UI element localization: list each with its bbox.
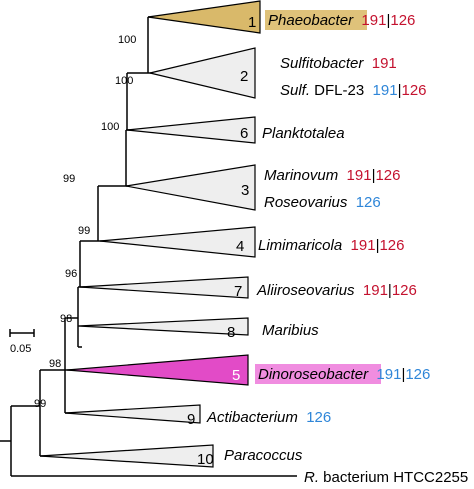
- clade-number: 4: [236, 238, 244, 255]
- label-part: 191: [372, 55, 397, 72]
- clade-number: 6: [240, 125, 248, 142]
- clade-label: Sulf. DFL-23 191|126: [280, 82, 427, 99]
- label-highlight-box: [255, 364, 381, 384]
- label-part: [368, 366, 376, 383]
- clade-label: Phaeobacter 191|126: [268, 12, 415, 29]
- clade-number: 7: [234, 283, 242, 300]
- clade-triangle-6: [126, 116, 256, 144]
- clade-label: Marinovum 191|126: [264, 167, 401, 184]
- clade-label: Maribius: [262, 322, 319, 339]
- label-part: Dinoroseobacter: [258, 366, 369, 383]
- label-part: 126: [392, 282, 417, 299]
- label-part: 191: [361, 12, 386, 29]
- outgroup-label: R. bacterium HTCC2255: [304, 469, 468, 486]
- bootstrap-value: 98: [60, 313, 72, 325]
- label-part: 191: [347, 167, 372, 184]
- label-part: 191: [363, 282, 388, 299]
- bootstrap-value: 99: [63, 173, 75, 185]
- label-part: 126: [379, 237, 404, 254]
- label-part: Maribius: [262, 322, 319, 339]
- clade-triangle-10: [39, 444, 214, 468]
- label-part: 126: [375, 167, 400, 184]
- bootstrap-value: 99: [34, 398, 46, 410]
- label-part: Paracoccus: [224, 447, 303, 464]
- label-part: 126: [405, 366, 430, 383]
- label-part: |: [376, 237, 380, 254]
- bootstrap-value: 100: [118, 34, 136, 46]
- bootstrap-value: 100: [101, 121, 119, 133]
- bootstrap-value: 98: [49, 358, 61, 370]
- label-part: [363, 55, 371, 72]
- label-part: |: [398, 82, 402, 99]
- clade-number: 2: [240, 68, 248, 85]
- scale-bar-label: 0.05: [10, 343, 31, 355]
- label-part: Marinovum: [264, 167, 338, 184]
- label-part: [342, 237, 350, 254]
- clade-triangle-1: [147, 0, 261, 34]
- label-part: 126: [390, 12, 415, 29]
- label-part: [338, 167, 346, 184]
- label-part: 191: [373, 82, 398, 99]
- label-part: Sulf.: [280, 82, 310, 99]
- label-part: Limimaricola: [258, 237, 342, 254]
- bootstrap-value: 99: [78, 225, 90, 237]
- clade-number: 1: [248, 14, 256, 31]
- clade-label: Sulfitobacter 191: [280, 55, 397, 72]
- clade-triangle-8: [77, 317, 249, 336]
- label-part: Sulfitobacter: [280, 55, 364, 72]
- clade-label: Actibacterium 126: [206, 409, 331, 426]
- clade-triangle-9: [64, 404, 201, 424]
- clade-label: Paracoccus: [224, 447, 303, 464]
- label-part: |: [372, 167, 376, 184]
- label-part: |: [386, 12, 390, 29]
- label-part: |: [388, 282, 392, 299]
- clade-label: Dinoroseobacter 191|126: [258, 366, 430, 383]
- label-part: 191: [351, 237, 376, 254]
- label-part: 126: [306, 409, 331, 426]
- label-part: DFL-23: [310, 82, 373, 99]
- clade-triangle-2: [149, 47, 256, 99]
- clade-label: Limimaricola 191|126: [258, 237, 405, 254]
- clade-label: Roseovarius 126: [264, 194, 381, 211]
- bootstrap-value: 96: [65, 268, 77, 280]
- label-part: 126: [401, 82, 426, 99]
- clade-number: 9: [187, 411, 195, 428]
- label-part: [353, 12, 361, 29]
- clade-number: 3: [241, 182, 249, 199]
- bootstrap-value: 100: [115, 75, 133, 87]
- label-part: Actibacterium: [206, 409, 298, 426]
- label-part: R.: [304, 469, 319, 486]
- label-part: Planktotalea: [262, 125, 345, 142]
- clade-triangle-5: [66, 354, 249, 386]
- label-part: Roseovarius: [264, 194, 348, 211]
- label-part: bacterium HTCC2255: [319, 469, 468, 486]
- clade-triangle-3: [125, 164, 256, 211]
- label-part: [347, 194, 355, 211]
- label-highlight-box: [265, 10, 367, 30]
- label-part: 126: [356, 194, 381, 211]
- label-part: Aliiroseovarius: [256, 282, 355, 299]
- clade-number: 5: [232, 367, 240, 384]
- label-part: 191: [376, 366, 401, 383]
- clade-triangle-4: [99, 226, 256, 258]
- clade-label: Planktotalea: [262, 125, 345, 142]
- clade-number: 8: [227, 324, 235, 341]
- label-part: [298, 409, 306, 426]
- label-part: [355, 282, 363, 299]
- clade-triangle-7: [79, 276, 249, 299]
- label-part: |: [401, 366, 405, 383]
- label-part: Phaeobacter: [268, 12, 354, 29]
- clade-label: Aliiroseovarius 191|126: [256, 282, 417, 299]
- clade-number: 10: [197, 451, 214, 468]
